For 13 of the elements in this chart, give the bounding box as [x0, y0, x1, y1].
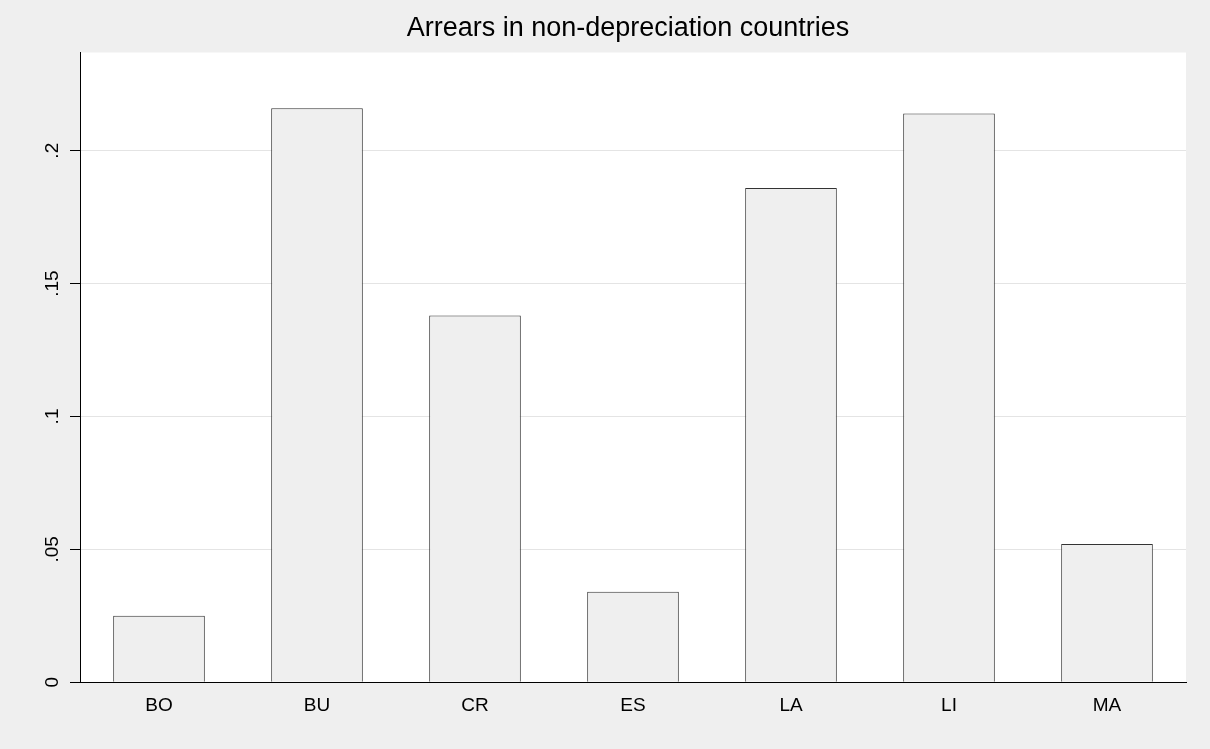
x-tick-label: LA [779, 693, 803, 715]
x-tick-label: BU [303, 693, 331, 715]
x-tick-label: MA [1092, 693, 1122, 715]
y-tick-label: .15 [40, 270, 62, 297]
y-tick-label: .05 [40, 536, 62, 563]
y-tick-label: .1 [40, 408, 62, 425]
x-tick-label: ES [620, 693, 646, 715]
y-tick-label: 0 [40, 676, 62, 688]
y-tick-label: .2 [40, 142, 62, 159]
x-tick-label: CR [461, 693, 489, 715]
x-tick-label: LI [941, 693, 957, 715]
x-tick-label: BO [145, 693, 173, 715]
chart-title: Arrears in non-depreciation countries [406, 11, 850, 42]
